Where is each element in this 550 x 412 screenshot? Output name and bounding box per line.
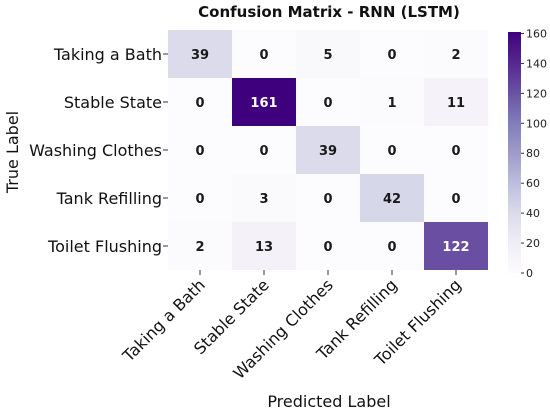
cell-value-label: 0 [259, 48, 268, 63]
cell-value-label: 3 [259, 192, 268, 207]
row-tick-label: Stable State [64, 93, 162, 112]
heatmap-cell [360, 126, 424, 174]
heatmap-cell [424, 174, 488, 222]
colorbar-tick-label: 0 [526, 267, 533, 280]
heatmap-cell [424, 30, 488, 78]
cell-value-label: 39 [319, 144, 337, 159]
cell-value-label: 1 [387, 96, 396, 111]
cell-value-label: 2 [451, 48, 460, 63]
colorbar-tick-label: 80 [526, 147, 540, 160]
heatmap-cell [296, 174, 360, 222]
cell-value-label: 0 [323, 192, 332, 207]
heatmap-cell [360, 222, 424, 270]
cell-value-label: 5 [323, 48, 332, 63]
heatmap-cell [424, 78, 488, 126]
heatmap-cell [296, 78, 360, 126]
cell-value-label: 0 [387, 48, 396, 63]
heatmap-cell [296, 126, 360, 174]
y-axis-label: True Label [3, 111, 22, 194]
cell-value-label: 0 [195, 96, 204, 111]
cell-value-label: 0 [451, 192, 460, 207]
heatmap-cell [232, 174, 296, 222]
row-tick-label: Toilet Flushing [47, 237, 162, 256]
cell-value-label: 0 [259, 144, 268, 159]
heatmap-cell [232, 30, 296, 78]
cell-value-label: 13 [255, 240, 273, 255]
cell-value-label: 2 [195, 240, 204, 255]
cell-value-label: 0 [451, 144, 460, 159]
row-tick-label: Taking a Bath [53, 45, 162, 64]
heatmap-cell [360, 30, 424, 78]
colorbar-tick-label: 140 [526, 57, 547, 70]
heatmap-cell [168, 126, 232, 174]
x-axis-label: Predicted Label [267, 392, 390, 411]
colorbar-tick-label: 160 [526, 27, 547, 40]
colorbar: 0 20 40 60 80 100 120 140 160 [508, 27, 547, 280]
colorbar-gradient [508, 32, 521, 273]
cell-value-label: 161 [250, 96, 277, 111]
colorbar-tick-label: 20 [526, 237, 540, 250]
heatmap-cell [232, 78, 296, 126]
colorbar-tick-label: 100 [526, 117, 547, 130]
row-tick-label: Washing Clothes [29, 141, 162, 160]
colorbar-tick-label: 60 [526, 177, 540, 190]
cell-value-label: 0 [387, 240, 396, 255]
chart-title: Confusion Matrix - RNN (LSTM) [198, 3, 460, 21]
row-tick-label: Tank Refilling [56, 189, 162, 208]
heatmap-cell [360, 78, 424, 126]
cell-value-label: 11 [447, 96, 465, 111]
colorbar-tick-label: 120 [526, 87, 547, 100]
cell-value-label: 42 [383, 192, 401, 207]
heatmap-cell [168, 174, 232, 222]
row-tick-labels: Taking a Bath Stable State Washing Clothes… [29, 45, 168, 256]
cell-value-label: 0 [387, 144, 396, 159]
colorbar-tick-label: 40 [526, 207, 540, 220]
heatmap-cell [424, 222, 488, 270]
heatmap-cell [360, 174, 424, 222]
heatmap-cell [168, 78, 232, 126]
cell-value-label: 0 [323, 96, 332, 111]
cell-value-label: 0 [195, 144, 204, 159]
heatmap-cell [232, 222, 296, 270]
heatmap-cell [168, 222, 232, 270]
cell-value-label: 122 [442, 240, 469, 255]
column-tick-label: Taking a Bath [118, 275, 209, 366]
heatmap-cell [424, 126, 488, 174]
cell-value-label: 0 [195, 192, 204, 207]
heatmap-cell [296, 30, 360, 78]
cell-value-label: 0 [323, 240, 332, 255]
cell-value-label: 39 [191, 48, 209, 63]
heatmap-cell [232, 126, 296, 174]
heatmap-cell [168, 30, 232, 78]
heatmap-cell [296, 222, 360, 270]
heatmap-cells: 39 0 5 0 20 161 0 1 110 0 39 0 00 3 0 42 02 13 0 0 122 [168, 30, 488, 270]
